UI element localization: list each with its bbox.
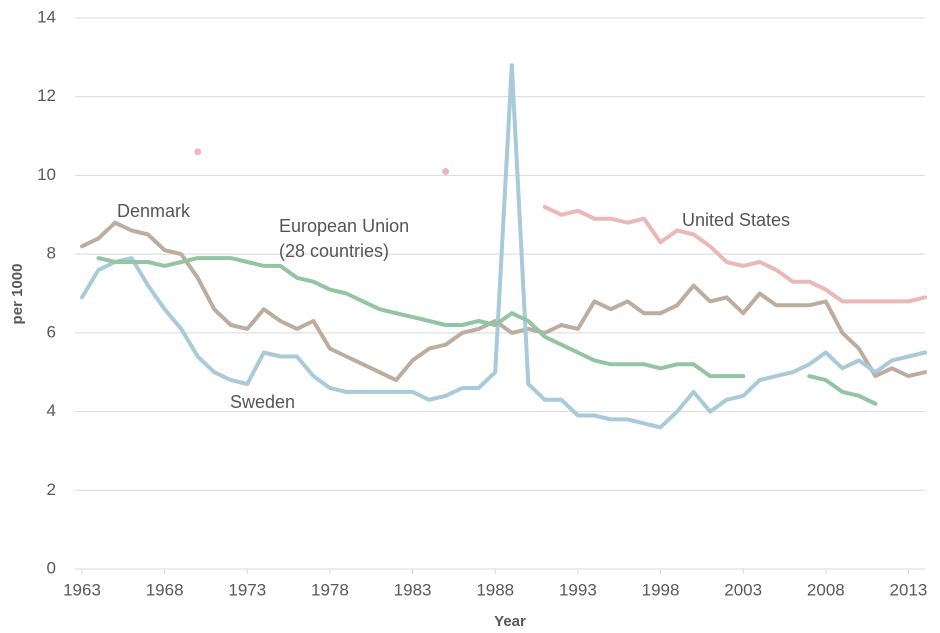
line [80,220,927,383]
x-tick-label: 1993 [559,580,597,599]
x-tick-label: 1968 [146,580,184,599]
line [80,63,927,430]
line [807,374,878,406]
point [442,167,450,175]
x-axis-title: Year [494,613,526,630]
y-tick-label: 2 [47,480,56,499]
x-tick-label: 1973 [228,580,266,599]
line [542,204,927,304]
y-tick-label: 12 [37,86,56,105]
series-label: United States [682,210,790,230]
y-tick-label: 8 [47,244,56,263]
y-tick-label: 14 [37,7,56,26]
x-tick-label: 1998 [642,580,680,599]
x-tick-label: 1978 [311,580,349,599]
series-label: Denmark [117,201,191,221]
y-axis-title: per 1000 [9,264,26,325]
series-label: European Union (28 countries) [279,216,409,261]
x-tick-label: 1988 [476,580,514,599]
x-tick-label: 1963 [63,580,101,599]
y-tick-label: 0 [47,558,56,577]
x-tick-label: 1983 [394,580,432,599]
series-label: Sweden [230,392,295,412]
x-tick-label: 2003 [724,580,762,599]
y-tick-label: 10 [37,165,56,184]
line [96,256,746,379]
y-tick-label: 4 [47,401,56,420]
point [194,148,202,156]
x-tick-label: 2008 [807,580,845,599]
y-tick-label: 6 [47,322,56,341]
x-tick-label: 2013 [890,580,928,599]
